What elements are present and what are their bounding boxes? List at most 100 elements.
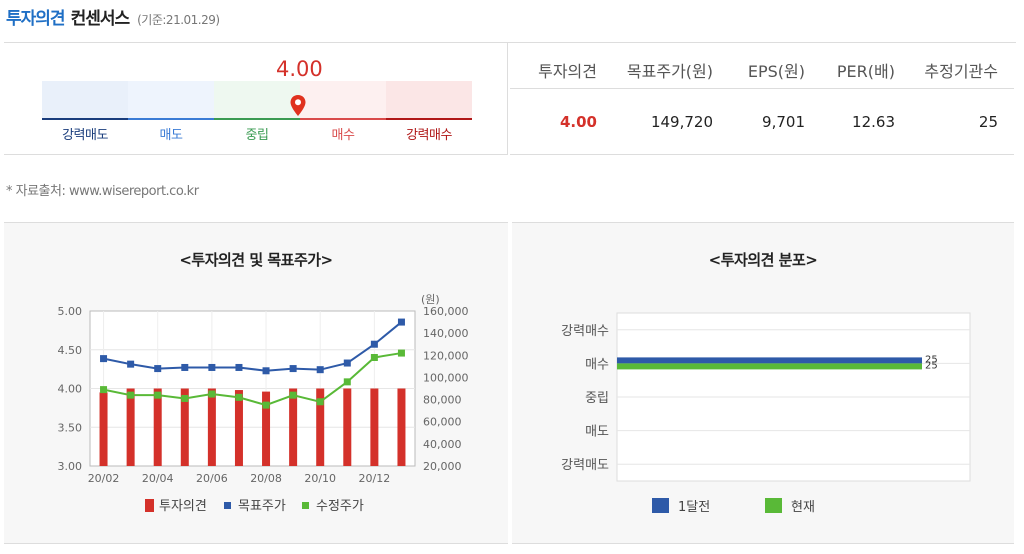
series-legend-adjusted: 수정주가: [316, 499, 364, 514]
series-legend-month-ago: 1달전: [678, 500, 710, 515]
point-adjusted-price: [370, 354, 378, 361]
summary-value-cell: 9,701: [762, 113, 805, 131]
y-left-tick-label: 4.00: [58, 383, 83, 396]
bar-current: [617, 363, 922, 370]
category-label: 중립: [585, 391, 609, 406]
summary-header-cell: 추정기관수: [924, 62, 998, 81]
point-target-price: [154, 365, 162, 373]
summary-header-cell: EPS(원): [747, 62, 805, 81]
gauge-segment: [128, 81, 214, 119]
point-target-price: [181, 363, 189, 371]
point-target-price: [397, 318, 405, 326]
point-target-price: [100, 355, 108, 363]
point-adjusted-price: [181, 394, 189, 402]
gauge-label: 강력매도: [62, 128, 108, 143]
gauge-bar: [42, 81, 472, 119]
summary-value-cell: 149,720: [650, 113, 713, 131]
point-adjusted-price: [127, 391, 135, 399]
x-tick-label: 20/02: [88, 472, 120, 485]
gauge-segment: [300, 81, 386, 119]
gauge-label: 강력매수: [406, 128, 452, 143]
bar-opinion: [207, 388, 216, 466]
point-target-price: [289, 365, 297, 373]
series-legend-target: 목표주가: [238, 499, 286, 514]
page-header: 투자의견 컨센서스 (기준:21.01.29): [6, 4, 220, 30]
point-adjusted-price: [316, 398, 324, 406]
point-adjusted-price: [208, 390, 216, 398]
point-target-price: [127, 360, 135, 368]
bar-opinion: [343, 388, 352, 466]
category-label: 매수: [585, 357, 609, 372]
title-consensus: 컨센서스: [70, 9, 131, 29]
y-right-tick-label: 20,000: [423, 460, 462, 473]
y-right-tick-label: 60,000: [423, 416, 462, 429]
y-right-tick-label: 80,000: [423, 394, 462, 407]
gauge-segment: [214, 81, 300, 119]
chart-title-left: <투자의견 및 목표주가>: [179, 251, 333, 269]
point-adjusted-price: [397, 349, 405, 357]
series-legend-opinion: 투자의견: [159, 499, 207, 514]
gauge-segment: [42, 81, 128, 119]
basis-date: (기준:21.01.29): [137, 13, 220, 27]
gauge-underline: [214, 118, 300, 120]
gauge-label: 중립: [245, 128, 269, 143]
y-right-unit: (원): [421, 293, 440, 306]
summary-value-cell: 4.00: [559, 113, 597, 131]
summary-header-cell: 투자의견: [538, 62, 597, 81]
bar-opinion: [262, 391, 271, 466]
bar-opinion: [316, 388, 325, 466]
y-left-tick-label: 5.00: [58, 305, 83, 318]
bar-opinion: [180, 388, 189, 466]
y-right-tick-label: 40,000: [423, 438, 462, 451]
category-label: 강력매도: [561, 458, 609, 473]
gauge-underline: [386, 118, 472, 120]
gauge-underline: [42, 118, 128, 120]
category-label: 강력매수: [561, 324, 609, 339]
legend-swatch: [224, 502, 231, 509]
x-tick-label: 20/08: [250, 472, 282, 485]
y-right-tick-label: 160,000: [423, 305, 469, 318]
point-adjusted-price: [154, 391, 162, 399]
point-target-price: [262, 367, 270, 375]
point-adjusted-price: [289, 391, 297, 399]
divider: [4, 42, 1016, 43]
point-adjusted-price: [343, 378, 351, 386]
bar-opinion: [397, 388, 406, 466]
bar-opinion: [289, 388, 298, 466]
bar-opinion: [153, 388, 162, 466]
opinion-gauge-box: [4, 42, 508, 155]
x-tick-label: 20/10: [304, 472, 336, 485]
y-left-tick-label: 3.00: [58, 460, 83, 473]
location-pin-icon: [290, 95, 306, 116]
gauge-label: 매수: [331, 128, 355, 143]
title-opinion: 투자의견: [6, 9, 66, 29]
opinion-target-chart: 5.00 4.50 4.00 3.50 3.00 160,000 140,000 120,00…: [58, 293, 469, 514]
summary-value-cell: 12.63: [852, 113, 895, 131]
category-label: 매도: [585, 425, 609, 440]
x-tick-label: 20/06: [196, 472, 228, 485]
bar-opinion: [234, 390, 243, 466]
point-adjusted-price: [100, 386, 108, 394]
source-note: * 자료출처: www.wisereport.co.kr: [6, 184, 199, 199]
bar-opinion: [99, 392, 108, 466]
y-left-tick-label: 4.50: [58, 344, 83, 357]
point-target-price: [343, 359, 351, 367]
legend-swatch: [145, 499, 154, 512]
point-target-price: [235, 363, 243, 371]
point-adjusted-price: [262, 401, 270, 409]
y-right-tick-label: 120,000: [423, 349, 469, 362]
line-target-price: [103, 321, 403, 372]
bar-month-ago: [617, 357, 922, 364]
gauge-value: 4.00: [276, 57, 323, 81]
y-right-tick-label: 100,000: [423, 371, 469, 384]
gauge-underline: [300, 118, 386, 120]
opinion-distribution-chart-panel: <투자의견 분포> 강력매수 매수 중립 매도 강력매도 25 25 1달전 현재: [512, 222, 1014, 544]
chart-title-right: <투자의견 분포>: [708, 251, 818, 269]
y-right-tick-label: 140,000: [423, 327, 469, 340]
summary-header-cell: PER(배): [836, 62, 895, 81]
point-target-price: [208, 363, 216, 371]
summary-header-cell: 목표주가(원): [626, 62, 713, 81]
summary-header-row: [510, 42, 1014, 89]
y-left-tick-label: 3.50: [58, 421, 83, 434]
